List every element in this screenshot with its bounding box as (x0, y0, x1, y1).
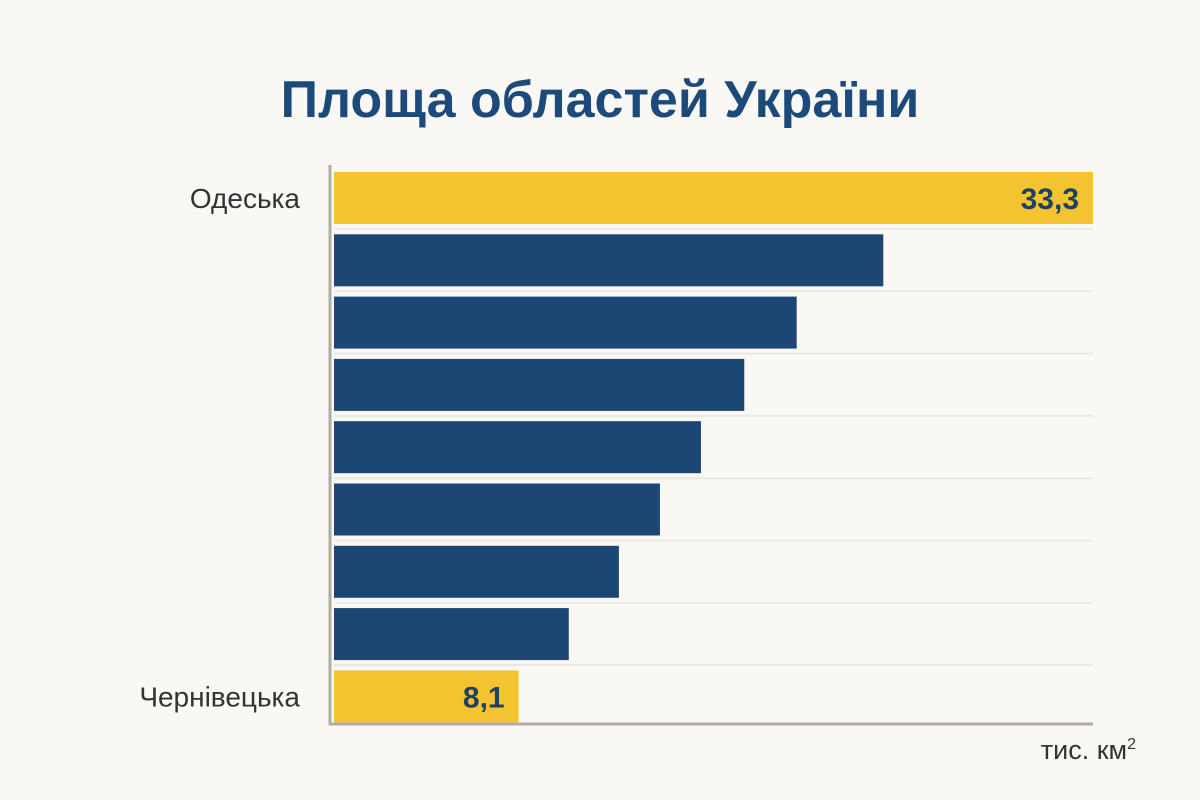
bar-8 (334, 670, 519, 723)
bar-3 (334, 358, 745, 411)
chart-title: Площа областей України (280, 71, 920, 129)
data-label: 8,1 (463, 681, 505, 714)
bar-6 (334, 545, 619, 598)
category-label: Одеська (190, 183, 301, 214)
category-label: Чернівецька (139, 681, 300, 712)
x-axis-unit-text: тис. км (1040, 735, 1128, 765)
x-axis-label: тис. км2 (1041, 735, 1136, 766)
bar-0 (334, 172, 1093, 224)
bar-2 (334, 296, 797, 349)
x-axis-unit-superscript: 2 (1127, 736, 1136, 753)
bar-4 (334, 421, 701, 474)
bar-5 (334, 483, 660, 536)
bar-7 (334, 608, 569, 661)
bar-1 (334, 234, 884, 287)
data-label: 33,3 (1021, 183, 1079, 216)
